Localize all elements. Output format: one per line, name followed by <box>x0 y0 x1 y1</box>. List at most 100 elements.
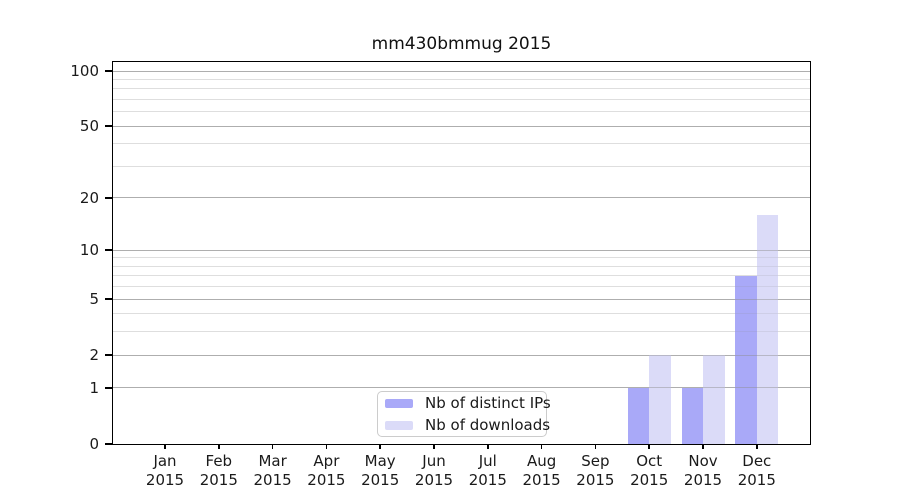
gridline-major-overlay <box>113 70 810 72</box>
gridline-minor-overlay <box>113 313 810 315</box>
x-tick-label-jun: Jun 2015 <box>404 452 464 490</box>
y-tick-label: 5 <box>89 290 99 309</box>
gridline-minor <box>113 331 810 333</box>
x-tick-label-sep: Sep 2015 <box>565 452 625 490</box>
bar-distinct-ips-oct <box>627 387 650 444</box>
x-tick-label-may: May 2015 <box>350 452 410 490</box>
x-tick <box>164 444 166 449</box>
gridline-minor <box>113 88 810 90</box>
x-tick-year: 2015 <box>468 471 507 489</box>
bar-downloads-dec <box>756 215 779 444</box>
bar-downloads-oct <box>649 355 671 444</box>
x-tick <box>702 444 704 449</box>
gridline-major <box>113 387 810 389</box>
gridline-minor-overlay <box>113 265 810 267</box>
x-tick-label-oct: Oct 2015 <box>619 452 679 490</box>
gridline-minor <box>113 275 810 277</box>
x-tick-year: 2015 <box>199 471 238 489</box>
gridline-major-overlay <box>113 298 810 300</box>
x-tick <box>379 444 381 449</box>
gridline-major-overlay <box>113 197 810 199</box>
legend: Nb of distinct IPs Nb of downloads <box>377 391 551 437</box>
gridline-minor <box>113 78 810 80</box>
gridline-minor-overlay <box>113 166 810 167</box>
gridline-major <box>113 197 810 199</box>
bar-distinct-ips-dec <box>735 275 757 444</box>
y-tick <box>105 387 112 389</box>
x-tick-year: 2015 <box>145 471 185 489</box>
gridline-minor <box>113 166 810 167</box>
gridline-minor <box>113 143 810 145</box>
gridline-minor-overlay <box>113 99 810 101</box>
chart-title: mm430bmmug 2015 <box>371 34 552 54</box>
x-tick <box>648 444 650 449</box>
legend-item-distinct-ips: Nb of distinct IPs <box>385 394 551 413</box>
legend-item-downloads: Nb of downloads <box>385 416 550 435</box>
gridline-minor-overlay <box>113 257 810 259</box>
x-tick <box>433 444 435 449</box>
x-tick-year: 2015 <box>576 471 615 489</box>
x-tick-label-apr: Apr 2015 <box>296 452 356 490</box>
gridline-major-overlay <box>113 125 810 127</box>
gridline-minor <box>113 313 810 315</box>
gridline-minor <box>113 257 810 259</box>
gridline-minor-overlay <box>113 88 810 90</box>
gridline-minor-overlay <box>113 331 810 333</box>
y-tick-label: 1 <box>89 378 99 397</box>
x-tick-label-aug: Aug 2015 <box>512 452 572 490</box>
x-tick-year: 2015 <box>737 471 776 489</box>
gridline-minor-overlay <box>113 275 810 277</box>
x-tick <box>271 444 274 449</box>
x-tick-year: 2015 <box>414 471 454 489</box>
gridline-minor <box>113 111 810 113</box>
y-tick-label: 20 <box>79 188 99 207</box>
x-tick <box>218 444 220 449</box>
gridline-minor-overlay <box>113 78 810 80</box>
gridline-minor-overlay <box>113 286 810 288</box>
x-tick-label-mar: Mar 2015 <box>243 452 303 490</box>
gridline-minor-overlay <box>113 143 810 145</box>
y-tick <box>105 197 112 199</box>
x-tick-label-feb: Feb 2015 <box>189 452 249 490</box>
gridline-major-overlay <box>113 387 810 389</box>
y-tick-label: 100 <box>70 62 99 81</box>
bar-distinct-ips-nov <box>681 387 703 444</box>
x-tick-year: 2015 <box>253 471 292 489</box>
y-tick-label: 10 <box>79 241 99 260</box>
y-tick <box>105 298 112 300</box>
gridline-major <box>113 354 810 356</box>
x-tick <box>325 444 328 449</box>
gridline-minor <box>113 265 810 267</box>
gridline-major <box>113 125 810 127</box>
y-tick <box>105 354 112 357</box>
y-tick-label: 0 <box>89 435 99 453</box>
x-tick-year: 2015 <box>361 471 400 489</box>
x-tick-label-nov: Nov 2015 <box>673 452 733 490</box>
y-tick <box>105 249 112 252</box>
gridline-major <box>113 298 810 300</box>
x-tick-label-dec: Dec 2015 <box>727 452 787 490</box>
x-tick <box>487 444 489 449</box>
x-tick <box>540 444 543 449</box>
x-tick-label-jan: Jan 2015 <box>135 452 195 490</box>
x-tick-year: 2015 <box>522 471 561 489</box>
x-tick-year: 2015 <box>683 471 723 489</box>
gridline-major-overlay <box>113 249 810 251</box>
legend-label-downloads: Nb of downloads <box>425 415 551 434</box>
x-tick-year: 2015 <box>307 471 346 489</box>
legend-label-distinct-ips: Nb of distinct IPs <box>425 393 551 412</box>
y-tick-label: 2 <box>89 346 99 365</box>
legend-swatch-downloads <box>385 420 413 430</box>
x-tick-label-jul: Jul 2015 <box>458 452 518 490</box>
gridline-major <box>113 70 810 72</box>
gridline-major <box>113 249 810 251</box>
y-tick <box>105 125 112 128</box>
y-tick <box>105 443 112 445</box>
x-tick-year: 2015 <box>630 471 669 489</box>
x-tick <box>594 444 597 449</box>
gridline-minor-overlay <box>113 111 810 113</box>
y-tick-label: 50 <box>79 117 99 136</box>
y-tick <box>105 70 112 72</box>
bar-downloads-nov <box>703 355 725 444</box>
